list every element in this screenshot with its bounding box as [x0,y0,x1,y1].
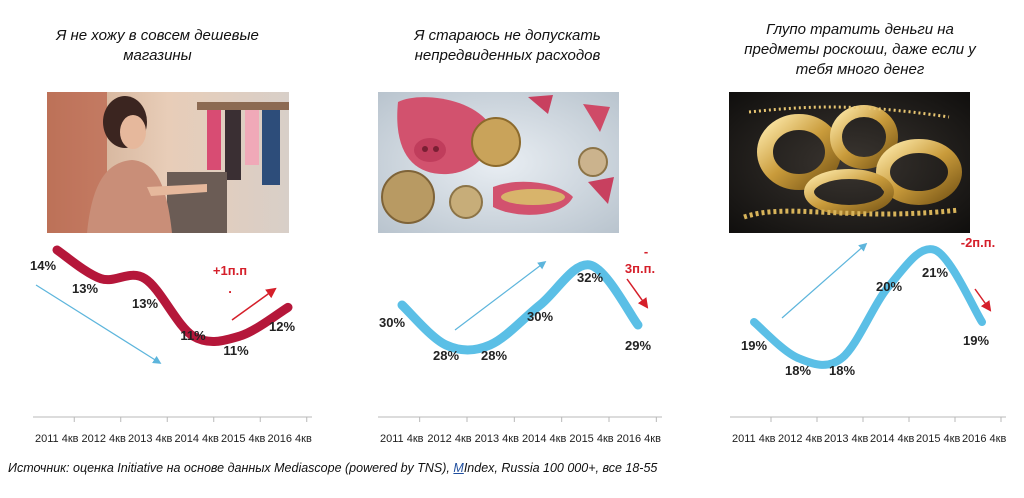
title-line: предметы роскоши, даже если у [744,41,976,58]
change-label: +1п.п [213,263,247,278]
title-line: непредвиденных расходов [414,47,601,64]
piggy-bank-photo [378,92,619,233]
title-line: Глупо тратить деньги на [766,21,954,38]
data-label: 18% [785,363,811,378]
x-tick-label: 2011 4кв [732,433,776,445]
woman-shopping-photo [47,92,289,233]
data-label: 13% [72,281,98,296]
data-label: 28% [433,348,459,363]
data-label: 30% [379,315,405,330]
trend-arrow-up-icon [781,242,868,319]
x-tick-label: 2014 4кв [522,433,566,445]
title-line: магазины [123,47,192,64]
source-text: Источник: оценка Initiative на основе да… [8,461,454,475]
x-tick-label: 2012 4кв [82,433,126,445]
data-label: 21% [922,265,948,280]
trend-arrow-up-red-icon [231,287,277,321]
title-line: тебя много денег [795,61,925,78]
data-label: 30% [527,309,553,324]
x-tick-label: 2011 4кв [35,433,79,445]
data-label: 19% [963,333,989,348]
x-tick-label: 2016 4кв [962,433,1006,445]
title-line: Я не хожу в совсем дешевые [56,27,259,44]
trend-arrow-down-red-icon [626,278,649,309]
panel-1-title: Я не хожу в совсем дешевые магазины [20,26,295,66]
trend-arrow-down-red-icon [974,288,992,312]
x-tick-label: 2013 4кв [475,433,519,445]
data-label: 12% [269,319,295,334]
change-label-dash: - [644,244,648,259]
series-line [52,245,293,346]
source-note: Источник: оценка Initiative на основе да… [8,461,657,475]
change-dot: . [228,281,232,296]
x-tick-label: 2012 4кв [778,433,822,445]
data-label: 18% [829,363,855,378]
source-text-end: Index, Russia 100 000+, все 18-55 [463,461,658,475]
x-tick-label: 2014 4кв [175,433,219,445]
data-label: 32% [577,270,603,285]
x-tick-label: 2011 4кв [380,433,424,445]
data-label: 29% [625,338,651,353]
title-line: Я стараюсь не допускать [414,27,601,44]
trend-arrow-up-icon [454,260,547,331]
panel-3-title: Глупо тратить деньги на предметы роскоши… [715,20,1005,80]
data-label: 28% [481,348,507,363]
data-label: 19% [741,338,767,353]
x-tick-label: 2016 4кв [617,433,661,445]
x-tick-label: 2012 4кв [427,433,471,445]
x-tick-label: 2016 4кв [268,433,312,445]
change-label: 3п.п. [625,261,655,276]
data-label: 14% [30,258,56,273]
data-label: 11% [223,343,249,358]
source-link[interactable]: M [453,461,464,475]
gold-jewelry-photo [729,92,970,233]
x-tick-label: 2014 4кв [870,433,914,445]
x-tick-label: 2015 4кв [916,433,960,445]
change-label: -2п.п. [961,235,996,250]
x-tick-label: 2013 4кв [824,433,868,445]
x-tick-label: 2013 4кв [128,433,172,445]
trend-arrow-down-icon [35,284,162,364]
data-label: 13% [132,296,158,311]
data-label: 11% [180,328,206,343]
data-label: 20% [876,279,902,294]
x-tick-label: 2015 4кв [221,433,265,445]
panel-2-title: Я стараюсь не допускать непредвиденных р… [370,26,645,66]
x-tick-label: 2015 4кв [569,433,613,445]
